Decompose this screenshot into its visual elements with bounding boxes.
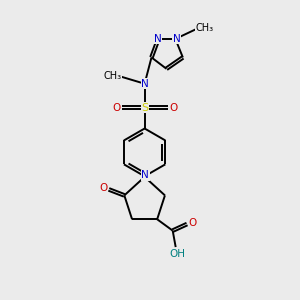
Text: N: N: [154, 34, 161, 44]
Text: OH: OH: [169, 249, 185, 259]
Text: CH₃: CH₃: [196, 23, 214, 33]
Text: CH₃: CH₃: [103, 71, 121, 81]
Text: O: O: [99, 183, 107, 193]
Text: N: N: [141, 170, 149, 180]
Text: N: N: [141, 79, 149, 89]
Text: O: O: [169, 103, 177, 112]
Text: O: O: [188, 218, 196, 228]
Text: S: S: [141, 103, 148, 112]
Text: N: N: [173, 34, 181, 44]
Text: O: O: [112, 103, 120, 112]
